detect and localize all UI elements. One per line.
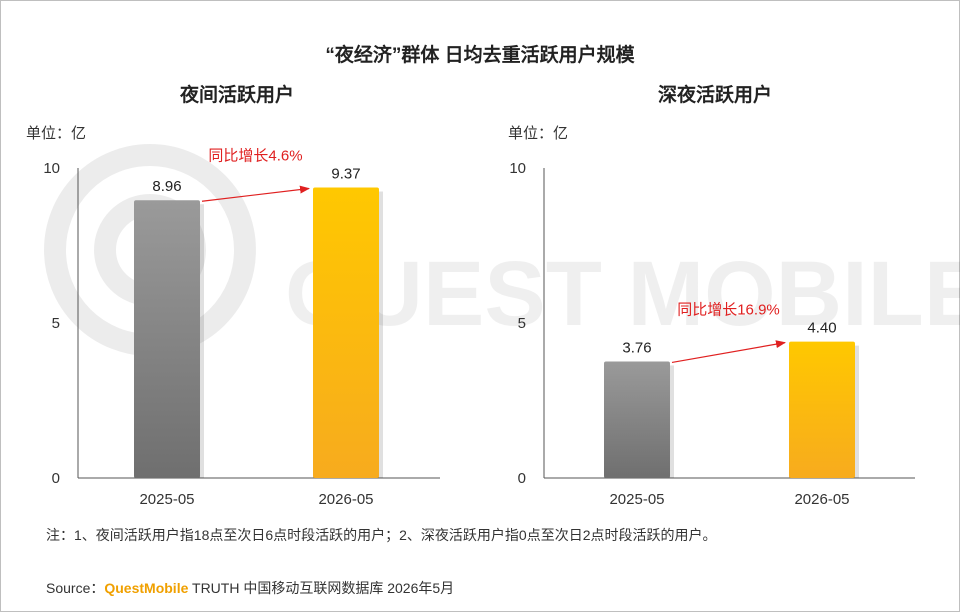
source-rest: TRUTH 中国移动互联网数据库 2026年5月 [188,580,455,596]
source-line: Source：QuestMobile TRUTH 中国移动互联网数据库 2026… [46,578,454,598]
night-growth-annotation: 同比增长4.6% [208,148,302,165]
source-prefix: Source： [46,580,105,596]
late-night-y-tick-label: 0 [518,470,526,487]
night-bar-2026-05 [313,187,379,478]
night-y-tick-label: 0 [52,470,60,487]
night-value-label: 9.37 [331,166,360,183]
chart-title-night: 夜间活跃用户 [180,85,295,106]
late-night-bar-2025-05 [604,361,670,478]
night-category-label: 2026-05 [318,491,373,508]
late-night-value-label: 3.76 [622,339,651,356]
late-night-y-tick-label: 5 [518,315,526,332]
late-night-value-label: 4.40 [807,320,836,337]
unit-label-late-night: 单位：亿 [508,125,569,142]
night-value-label: 8.96 [152,178,181,195]
late-night-category-label: 2025-05 [609,491,664,508]
watermark-text: QUEST MOBILE [285,243,960,345]
night-y-tick-label: 5 [52,315,60,332]
late-night-y-tick-label: 10 [509,160,526,177]
night-growth-arrow [201,185,310,202]
night-category-label: 2025-05 [139,491,194,508]
footnote: 注：1、夜间活跃用户指18点至次日6点时段活跃的用户；2、深夜活跃用户指0点至次… [46,527,717,543]
late-night-growth-arrow [671,340,786,364]
late-night-growth-annotation: 同比增长16.9% [677,302,780,319]
late-night-bar-2026-05 [789,341,855,478]
night-y-tick-label: 10 [43,160,60,177]
source-brand: QuestMobile [104,580,189,596]
chart-title-late-night: 深夜活跃用户 [658,85,773,106]
late-night-category-label: 2026-05 [794,491,849,508]
night-bar-2025-05 [134,200,200,479]
page-title: “夜经济”群体 日均去重活跃用户规模 [325,45,635,66]
unit-label-night: 单位：亿 [26,125,87,142]
